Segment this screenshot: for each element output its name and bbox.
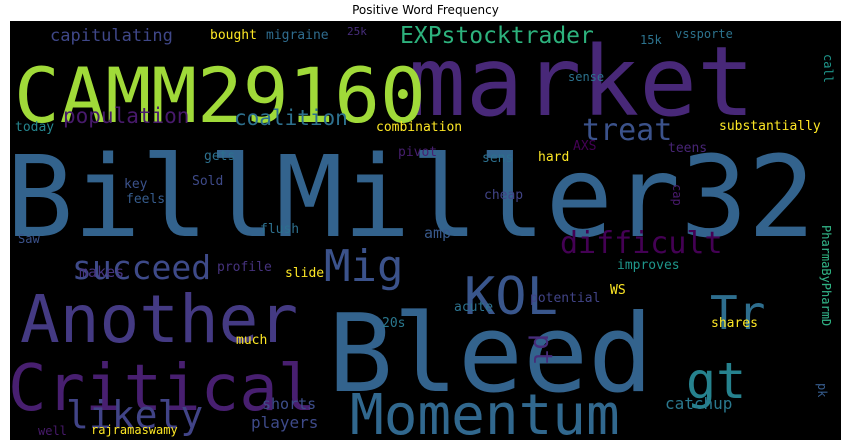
word-gt: gt bbox=[686, 352, 746, 410]
word-bought: bought bbox=[210, 28, 257, 43]
word-today: today bbox=[15, 120, 54, 135]
word-hard: hard bbox=[538, 150, 569, 165]
word-substantially: substantially bbox=[719, 119, 821, 134]
word-cheap: cheap bbox=[484, 188, 523, 203]
word-much: much bbox=[236, 333, 267, 348]
word-camm29160: CAMM29160 bbox=[14, 51, 426, 140]
word-20s: 20s bbox=[382, 316, 405, 331]
word-teens: teens bbox=[668, 141, 707, 156]
word-profile: profile bbox=[217, 260, 272, 275]
word-pharmabypharmd: PharmaByPharmD bbox=[819, 225, 833, 326]
cloud-background bbox=[10, 21, 841, 440]
word-potential: potential bbox=[530, 291, 600, 306]
word-makes: makes bbox=[79, 263, 124, 281]
word-momentum: Momentum bbox=[350, 383, 620, 440]
word-well: well bbox=[38, 424, 67, 438]
word-shorts: shorts bbox=[262, 395, 316, 413]
word-rajramaswamy: rajramaswamy bbox=[91, 423, 178, 437]
word-improves: improves bbox=[617, 258, 680, 273]
word-population: population bbox=[63, 104, 189, 128]
word-critical: Critical bbox=[10, 352, 316, 426]
word-mig: Mig bbox=[324, 241, 403, 292]
word-players: players bbox=[251, 413, 318, 432]
word-feels: feels bbox=[126, 192, 165, 207]
word-billmiller32: BillMiller32 bbox=[10, 133, 815, 263]
word-tr: Tr bbox=[710, 286, 765, 340]
word-market: market bbox=[408, 26, 755, 138]
word-kol: KOL bbox=[464, 267, 558, 327]
word-coalition: coalition bbox=[234, 106, 348, 130]
word-axs: AXS bbox=[573, 139, 596, 154]
word-migraine: migraine bbox=[266, 28, 329, 43]
word-succeed: succeed bbox=[72, 248, 211, 287]
word-pk: pk bbox=[815, 383, 829, 398]
word-acute: acute bbox=[454, 300, 493, 315]
word-sold: Sold bbox=[192, 174, 223, 189]
word-call: call bbox=[821, 54, 835, 83]
word-treat: treat bbox=[582, 113, 672, 148]
word-vssporte: vssporte bbox=[675, 27, 733, 41]
word-sens: sens bbox=[482, 151, 513, 166]
word-pivot: pivot bbox=[398, 145, 437, 160]
chart-title: Positive Word Frequency bbox=[352, 3, 499, 17]
word-gets: gets bbox=[204, 149, 235, 164]
word-ws: WS bbox=[610, 283, 626, 298]
word-combination: combination bbox=[376, 120, 462, 135]
word-amp: amp bbox=[424, 224, 451, 242]
word-catchup: catchup bbox=[665, 394, 732, 413]
word-saw: Saw bbox=[18, 232, 40, 246]
word-key: key bbox=[124, 177, 148, 192]
word-15k: 15k bbox=[640, 33, 662, 47]
word-sense: sense bbox=[568, 70, 604, 84]
word-bleed: Bleed bbox=[328, 292, 653, 417]
word-shares: shares bbox=[711, 316, 758, 331]
word-capitulating: capitulating bbox=[50, 26, 173, 46]
word-difficult: difficult bbox=[560, 226, 723, 261]
word-slide: slide bbox=[285, 266, 324, 281]
word-25k: 25k bbox=[347, 25, 367, 38]
word-pharmabypharmd: PharmaByPharmD bbox=[819, 225, 833, 326]
word-another: Another bbox=[20, 281, 298, 358]
word-likely: likely bbox=[66, 393, 203, 437]
word-cap: cap bbox=[670, 184, 684, 206]
word-pt: pt bbox=[527, 334, 557, 365]
word-expstocktrader: EXPstocktrader bbox=[400, 23, 594, 49]
word-flush: flush bbox=[260, 222, 299, 237]
